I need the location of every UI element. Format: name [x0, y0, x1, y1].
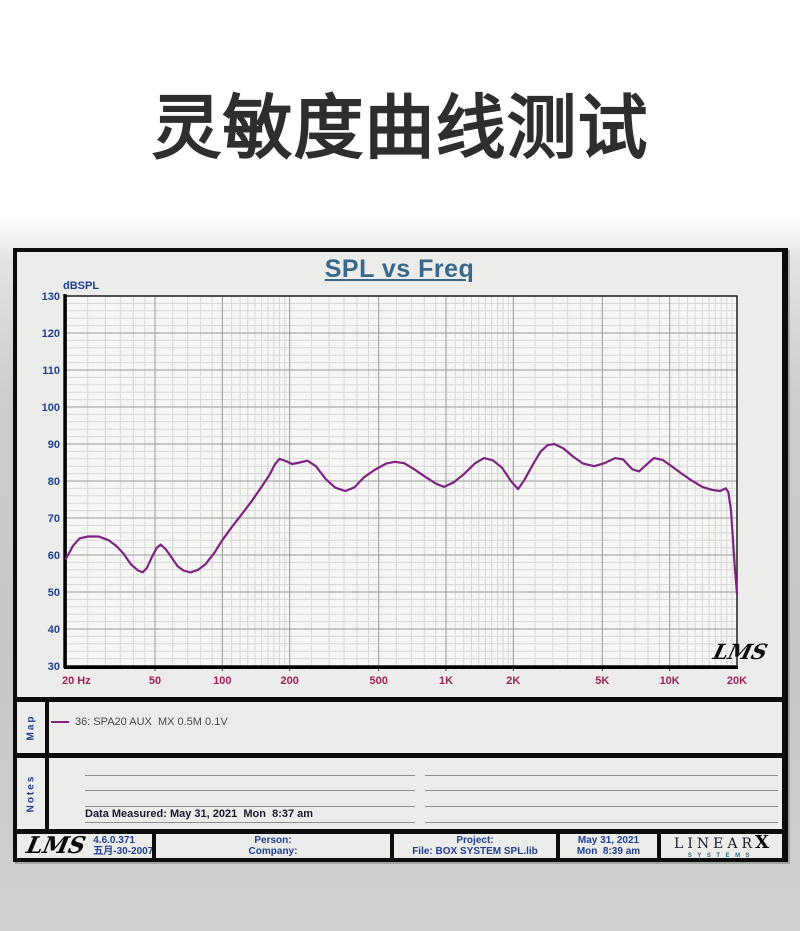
build-date: 五月-30-2007	[93, 846, 152, 857]
map-section: Map 36: SPA20 AUX MX 0.5M 0.1V	[17, 702, 782, 753]
svg-text:130: 130	[42, 291, 60, 303]
note-line	[425, 822, 778, 823]
project-label: Project:	[456, 835, 494, 846]
svg-text:dBSPL: dBSPL	[63, 280, 99, 292]
legend-line-swatch	[51, 721, 69, 723]
note-line	[85, 806, 415, 807]
svg-text:40: 40	[48, 624, 60, 636]
svg-text:80: 80	[48, 476, 60, 488]
svg-text:200: 200	[280, 675, 298, 687]
svg-text:50: 50	[149, 675, 161, 687]
footer-project-cell: Project: File: BOX SYSTEM SPL.lib	[390, 834, 556, 858]
notes-section: Notes Data Measured: May 31, 2021 Mon 8:…	[17, 758, 782, 829]
map-side-cell: Map	[17, 702, 49, 753]
svg-text:500: 500	[369, 675, 387, 687]
svg-text:2K: 2K	[506, 675, 520, 687]
svg-text:50: 50	[48, 587, 60, 599]
note-line	[85, 790, 415, 791]
footer-brand-cell: LINEAR X SYSTEMS	[657, 834, 782, 858]
svg-text:5K: 5K	[595, 675, 609, 687]
brand-x-text: X	[754, 834, 769, 853]
chart-title: SPL vs Freq	[324, 255, 475, 283]
page-title: 灵敏度曲线测试	[151, 89, 649, 167]
brand-systems-text: SYSTEMS	[687, 852, 756, 859]
note-line	[85, 775, 415, 776]
svg-text:70: 70	[48, 513, 60, 525]
measure-date: May 31, 2021	[577, 835, 640, 846]
data-measured-text: Data Measured: May 31, 2021 Mon 8:37 am	[85, 808, 314, 820]
svg-text:60: 60	[48, 550, 60, 562]
company-label: Company:	[248, 846, 298, 857]
lms-report-panel: SPL vs Freq 130 120 110 100 90 80 70 60 50 40 30 dB…	[13, 248, 788, 862]
svg-text:90: 90	[48, 439, 60, 451]
svg-text:20K: 20K	[727, 675, 747, 687]
spl-vs-freq-chart: 130 120 110 100 90 80 70 60 50 40 30 dBSPL 20 Hz 50 10…	[42, 280, 770, 687]
notes-ruled-lines: Data Measured: May 31, 2021 Mon 8:37 am	[49, 758, 782, 829]
legend-entry: 36: SPA20 AUX MX 0.5M 0.1V	[75, 716, 228, 728]
version-number: 4.6.0.371	[93, 835, 135, 846]
linearx-logo: LINEAR X SYSTEMS	[674, 834, 769, 858]
divider	[17, 829, 782, 834]
version-block: 4.6.0.371 五月-30-2007	[93, 835, 152, 857]
brand-linear-text: LINEAR	[674, 835, 756, 852]
footer-bar: LMS 4.6.0.371 五月-30-2007 Person: Company…	[17, 834, 782, 858]
file-label: File: BOX SYSTEM SPL.lib	[412, 846, 538, 857]
svg-text:120: 120	[42, 328, 60, 340]
notes-section-label: Notes	[25, 774, 37, 813]
footer-version-cell: LMS 4.6.0.371 五月-30-2007	[17, 834, 152, 858]
svg-text:30: 30	[48, 661, 60, 673]
note-line	[425, 775, 778, 776]
svg-text:1K: 1K	[439, 675, 453, 687]
note-line	[425, 790, 778, 791]
footer-date-cell: May 31, 2021 Mon 8:39 am	[556, 834, 657, 858]
note-line	[425, 806, 778, 807]
measure-time: Mon 8:39 am	[576, 846, 641, 857]
divider	[17, 753, 782, 758]
map-section-label: Map	[25, 714, 37, 741]
divider	[17, 697, 782, 702]
svg-text:LMS: LMS	[710, 640, 770, 665]
person-label: Person:	[254, 835, 292, 846]
svg-text:10K: 10K	[660, 675, 680, 687]
notes-side-cell: Notes	[17, 758, 49, 829]
linearx-logo-top: LINEAR X	[674, 834, 769, 852]
svg-text:20 Hz: 20 Hz	[62, 675, 91, 687]
svg-text:100: 100	[213, 675, 231, 687]
note-line	[85, 822, 415, 823]
lms-logo: LMS	[24, 834, 89, 858]
footer-person-cell: Person: Company:	[152, 834, 390, 858]
legend-area: 36: SPA20 AUX MX 0.5M 0.1V	[49, 702, 782, 753]
svg-text:110: 110	[42, 365, 60, 377]
svg-text:100: 100	[42, 402, 60, 414]
